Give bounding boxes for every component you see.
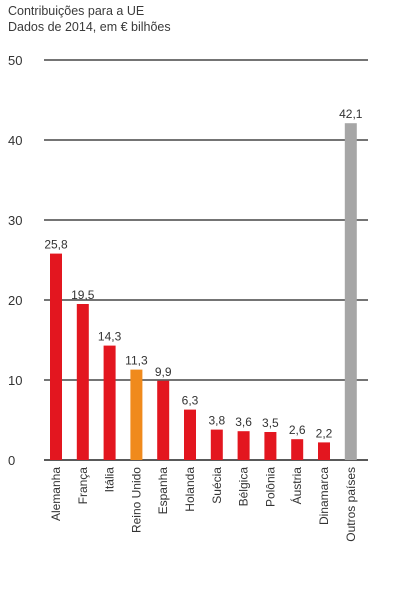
value-label: 42,1	[339, 107, 363, 121]
value-label: 3,8	[208, 414, 225, 428]
value-label: 6,3	[182, 394, 199, 408]
category-label: Suécia	[210, 467, 224, 504]
value-label: 11,3	[125, 354, 148, 368]
category-label: Espanha	[156, 467, 170, 515]
category-label: Alemanha	[49, 467, 63, 521]
value-label: 3,5	[262, 416, 279, 430]
value-label: 25,8	[44, 238, 68, 252]
category-label: Itália	[103, 467, 117, 493]
category-label: Holanda	[183, 467, 197, 512]
y-tick-label: 30	[8, 213, 22, 228]
y-axis-ticks: 0 10 20 30 40 50	[8, 53, 22, 468]
bar	[210, 429, 223, 460]
value-labels: 25,8 19,5 14,311,3 9,9 6,3 3,8 3,6 3,5 2,6 2,2 42,…	[44, 107, 362, 440]
bar	[130, 369, 143, 460]
value-label: 2,2	[316, 426, 333, 440]
category-label: Polônia	[263, 467, 277, 507]
category-labels: Alemanha França Itália Reino Unido Espanha Ho…	[49, 467, 358, 542]
y-tick-label: 10	[8, 373, 22, 388]
category-label: Áustria	[289, 467, 304, 505]
value-label: 19,5	[71, 288, 95, 302]
y-tick-label: 40	[8, 133, 22, 148]
chart-title: Contribuições para a UE	[8, 4, 145, 18]
chart-title-block: Contribuições para a UE Dados de 2014, e…	[8, 3, 171, 35]
y-tick-label: 20	[8, 293, 22, 308]
bar	[318, 442, 330, 460]
category-label: França	[76, 467, 90, 505]
bar	[291, 439, 304, 460]
value-label: 9,9	[155, 365, 172, 379]
bar	[157, 380, 170, 460]
bar	[50, 253, 62, 460]
gridlines	[44, 59, 368, 461]
value-label: 2,6	[289, 423, 306, 437]
y-tick-label: 50	[8, 53, 22, 68]
value-label: 14,3	[98, 330, 122, 344]
bar	[264, 432, 277, 460]
y-tick-label: 0	[8, 453, 15, 468]
value-label: 3,6	[235, 415, 252, 429]
category-label: Bélgica	[237, 467, 251, 507]
bar	[184, 409, 196, 460]
category-label: Reino Unido	[129, 467, 143, 533]
bar	[76, 304, 89, 460]
bar	[237, 431, 250, 460]
bar	[103, 345, 116, 460]
bars	[50, 123, 357, 460]
chart-subtitle: Dados de 2014, em € bilhões	[8, 20, 171, 34]
category-label: Outros países	[344, 467, 358, 542]
bar	[344, 123, 357, 460]
category-label: Dinamarca	[317, 467, 331, 525]
